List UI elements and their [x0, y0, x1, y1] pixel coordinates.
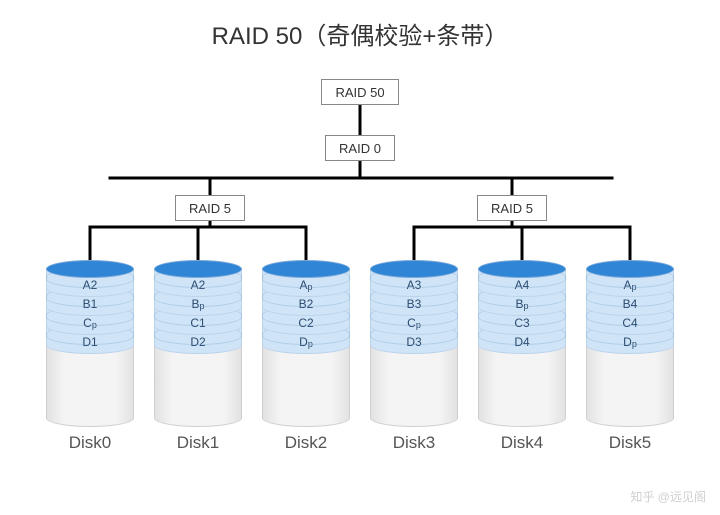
disk-1: A2BpC1D2Disk1: [154, 260, 242, 453]
disk-label: Disk0: [69, 433, 112, 453]
disk-cap: [370, 260, 458, 278]
disk-body: [370, 345, 458, 427]
disk-array: A2B1CpD1Disk0A2BpC1D2Disk1ApB2C2DpDisk2A…: [0, 260, 720, 453]
disk-label: Disk5: [609, 433, 652, 453]
disk-body: [262, 345, 350, 427]
disk-cap: [46, 260, 134, 278]
node-raid0: RAID 0: [325, 135, 395, 161]
disk-label: Disk2: [285, 433, 328, 453]
disk-body: [478, 345, 566, 427]
disk-cap: [478, 260, 566, 278]
disk-label: Disk4: [501, 433, 544, 453]
disk-0: A2B1CpD1Disk0: [46, 260, 134, 453]
disk-cap: [586, 260, 674, 278]
disk-cap: [154, 260, 242, 278]
watermark: 知乎 @远见阁: [630, 488, 706, 505]
disk-4: A4BpC3D4Disk4: [478, 260, 566, 453]
disk-body: [586, 345, 674, 427]
page-title: RAID 50（奇偶校验+条带）: [0, 0, 720, 51]
node-raid5R: RAID 5: [477, 195, 547, 221]
disk-2: ApB2C2DpDisk2: [262, 260, 350, 453]
disk-3: A3B3CpD3Disk3: [370, 260, 458, 453]
node-root: RAID 50: [321, 79, 399, 105]
disk-body: [154, 345, 242, 427]
disk-body: [46, 345, 134, 427]
disk-5: ApB4C4DpDisk5: [586, 260, 674, 453]
disk-label: Disk3: [393, 433, 436, 453]
disk-cap: [262, 260, 350, 278]
disk-label: Disk1: [177, 433, 220, 453]
node-raid5L: RAID 5: [175, 195, 245, 221]
